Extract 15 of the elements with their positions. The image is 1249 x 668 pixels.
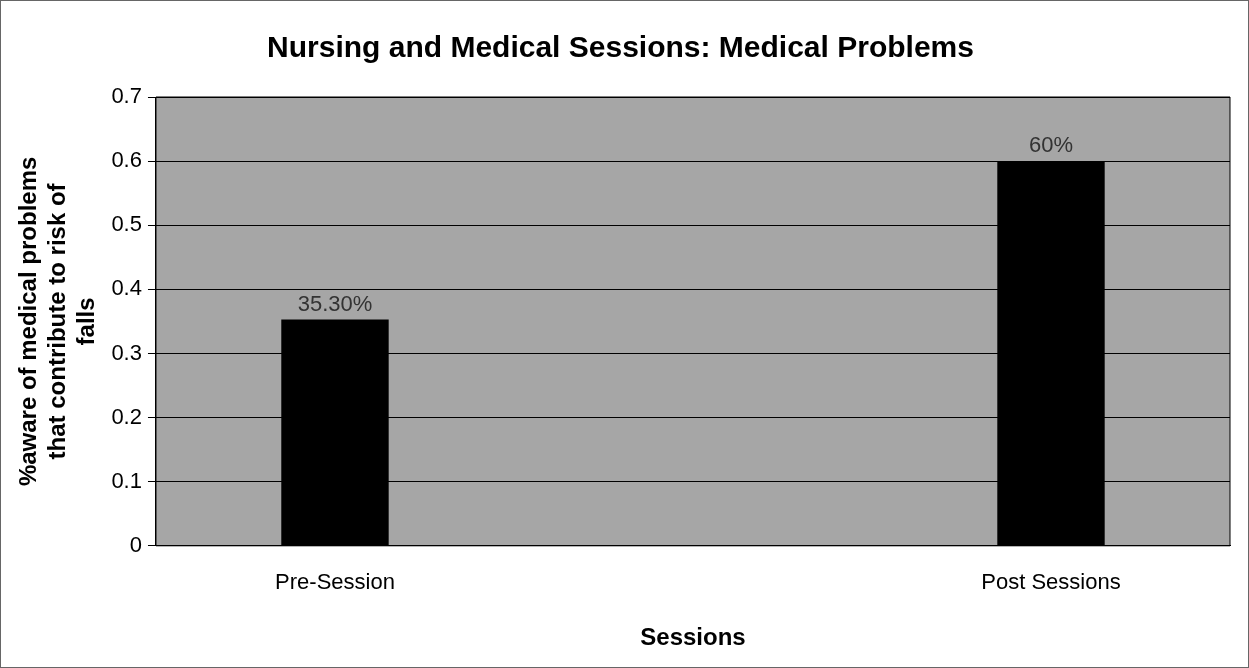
data-label: 60% (1028, 132, 1074, 158)
y-tick-label: 0.2 (111, 403, 142, 429)
y-tick-label: 0.6 (111, 147, 142, 173)
chart-title: Nursing and Medical Sessions: Medical Problems (267, 30, 974, 64)
x-tick-label: Post Sessions (981, 569, 1121, 595)
y-tick-label: 0.1 (111, 467, 142, 493)
y-axis-title: %aware of medical problems that contribute to risk of falls (14, 156, 99, 487)
y-tick-label: 0.3 (111, 339, 142, 365)
x-tick-label: Pre-Session (275, 569, 395, 595)
x-axis-title: Sessions (640, 623, 746, 651)
y-tick-label: 0.7 (111, 83, 142, 109)
y-tick-label: 0 (129, 531, 142, 557)
y-tick-label: 0.5 (111, 211, 142, 237)
y-tick-label: 0.4 (111, 275, 142, 301)
data-label: 35.30% (297, 290, 373, 316)
